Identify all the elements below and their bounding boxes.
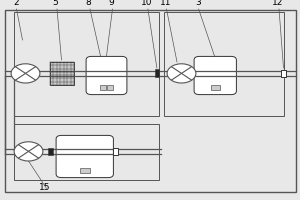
Text: 11: 11	[160, 0, 171, 7]
Bar	[14, 124, 159, 180]
Text: 15: 15	[39, 183, 51, 192]
Bar	[164, 12, 284, 116]
Bar	[48, 148, 53, 155]
Text: 10: 10	[141, 0, 153, 7]
Bar	[281, 70, 286, 77]
Circle shape	[11, 64, 40, 83]
Text: 12: 12	[272, 0, 283, 7]
Bar	[14, 12, 159, 116]
Circle shape	[167, 64, 196, 83]
Text: 3: 3	[195, 0, 201, 7]
Circle shape	[14, 142, 43, 161]
Text: 9: 9	[108, 0, 114, 7]
FancyBboxPatch shape	[86, 56, 127, 95]
Bar	[80, 168, 89, 173]
Text: 2: 2	[14, 0, 19, 7]
Bar	[50, 62, 74, 85]
Bar	[211, 85, 220, 90]
Bar	[100, 85, 106, 90]
Bar	[154, 69, 159, 77]
FancyBboxPatch shape	[194, 56, 236, 95]
FancyBboxPatch shape	[56, 135, 113, 178]
Text: 5: 5	[52, 0, 59, 7]
Bar	[107, 85, 113, 90]
Text: 8: 8	[85, 0, 91, 7]
Bar	[113, 148, 118, 155]
